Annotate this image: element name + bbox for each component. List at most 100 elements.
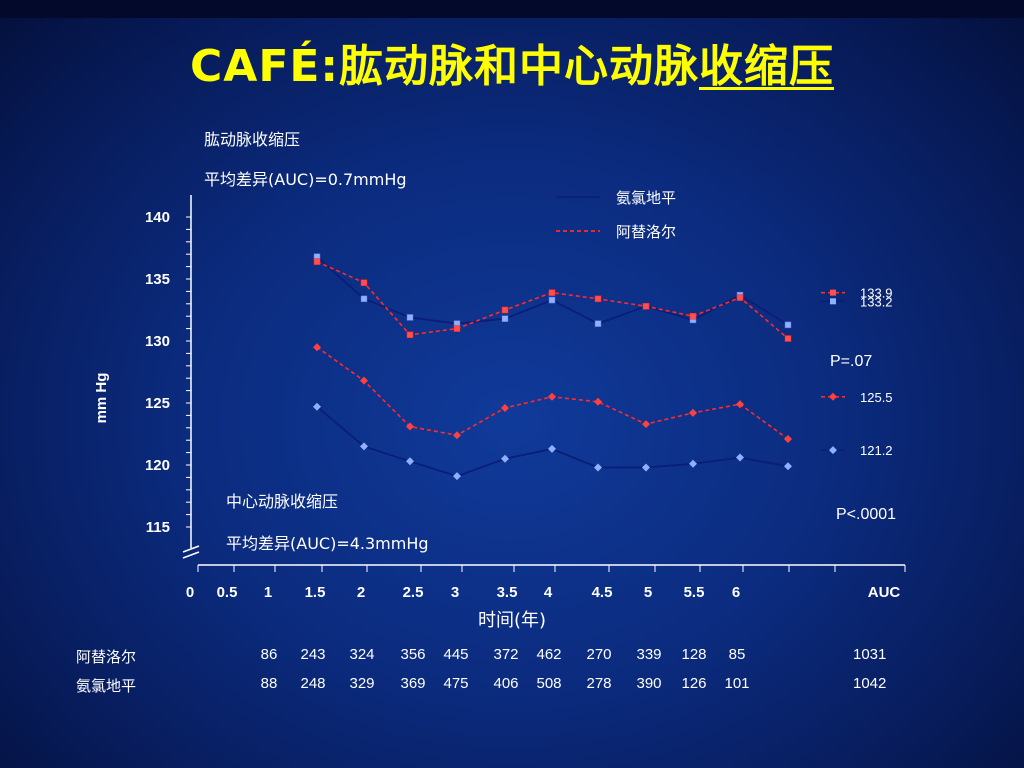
series-point [406,314,414,321]
x-tick-label: 3.5 [497,584,518,601]
series-line [316,260,789,340]
title-prefix: CAFÉ: [189,41,340,92]
series-point [548,296,556,304]
count-cell: 101 [724,675,750,692]
slide-title: CAFÉ:肱动脉和中心动脉收缩压 [0,30,1024,94]
count-cell: 86 [260,646,278,663]
x-tick-label: 1 [264,584,272,601]
x-tick-label: 0.5 [217,584,238,601]
series-point [689,459,697,468]
series-point [548,289,556,296]
x-tick-label: 5 [644,584,652,601]
x-tick-label: 2 [357,584,365,601]
series-point [360,442,368,451]
series-point [406,457,414,466]
count-cell: 508 [536,675,562,692]
lower-panel-label: 中心动脉收缩压 [226,492,339,511]
auc-marker [829,446,837,455]
series-point [360,376,368,385]
count-cell: 445 [443,646,469,663]
count-cell: 462 [536,646,562,663]
top-band [0,0,1024,18]
series-point [689,408,697,417]
upper-panel-label: 肱动脉收缩压 [204,130,301,149]
series-line [316,406,789,478]
count-cell: 329 [349,675,375,692]
series-point [313,258,321,265]
series-point [313,343,321,352]
x-tick-label: 6 [732,584,740,601]
x-tick-label: 2.5 [403,584,424,601]
y-tick-label: 125 [145,395,170,412]
count-cell: 270 [586,646,612,663]
upper-panel-diff: 平均差异(AUC)=0.7mmHg [204,170,407,189]
y-axis-label: mm Hg [93,373,110,424]
p-value-lower: P<.0001 [836,506,897,523]
series-point [784,462,792,471]
series-point [360,295,368,303]
count-cell: 406 [493,675,519,692]
series-point [453,472,461,481]
y-tick-label: 130 [145,333,170,350]
series-point [736,400,744,409]
series-point [736,294,744,301]
series-point [501,315,509,322]
count-cell: 128 [681,646,707,663]
series-point [548,444,556,453]
series-point [313,402,321,411]
count-cell: 88 [260,675,278,692]
lower-panel-diff: 平均差异(AUC)=4.3mmHg [226,534,429,553]
series-point [594,463,602,472]
x-tick-label: 1.5 [305,584,326,601]
title-mid: 肱动脉和中心动脉 [339,41,700,92]
auc-value-label: 133.2 [860,294,893,309]
series-point [594,320,602,327]
series-point [501,306,509,314]
series-point [784,335,792,342]
count-cell: 390 [636,675,662,692]
series-point [784,321,792,329]
series-point [453,325,461,332]
count-cell: 248 [300,675,326,692]
series-point [642,420,650,429]
auc-marker [829,392,837,401]
series-point [594,295,602,303]
series-point [548,392,556,401]
series-point [406,422,414,431]
auc-marker [830,289,836,296]
x-tick-label: 3 [451,584,459,601]
series-point [736,453,744,462]
auc-marker [830,298,836,305]
count-cell: 324 [349,646,375,663]
x-axis-label: 时间(年) [478,610,546,631]
series-point [453,431,461,440]
count-cell: 85 [728,646,746,663]
x-tick-label: 4 [544,584,553,601]
count-cell: 372 [493,646,519,663]
series-point [406,331,414,339]
x-tick-label: 5.5 [684,584,705,601]
count-cell: 339 [636,646,662,663]
count-cell: 369 [400,675,426,692]
count-cell: 278 [586,675,612,692]
y-tick-label: 140 [145,209,170,226]
series-line [316,346,789,440]
series-point [501,454,509,463]
p-value-upper: P=.07 [830,353,873,370]
legend-label: 阿替洛尔 [616,223,676,241]
legend-label: 氨氯地平 [616,189,676,207]
x-tick-label: AUC [868,584,901,601]
y-tick-label: 135 [145,271,170,288]
axis-break-mark [182,551,200,559]
auc-value-label: 125.5 [860,390,893,405]
auc-value-label: 133.9 [860,286,893,301]
series-point [594,397,602,406]
auc-value-label: 121.2 [860,443,893,458]
count-cell: 243 [300,646,326,663]
x-tick-label: 0 [186,584,194,601]
count-row-name: 阿替洛尔 [76,648,137,666]
series-point [501,403,509,412]
y-tick-label: 115 [146,519,170,536]
title-underlined: 收缩压 [699,41,835,92]
count-row-name: 氨氯地平 [76,677,137,695]
